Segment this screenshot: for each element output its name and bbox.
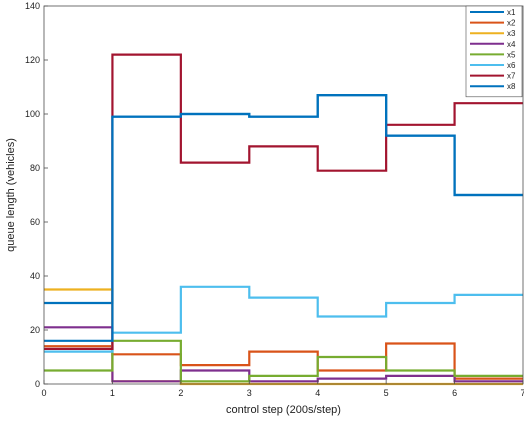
x-axis-label: control step (200s/step) [226, 404, 341, 416]
y-tick-label: 100 [25, 109, 40, 119]
x-tick-label: 1 [110, 388, 115, 398]
legend-label-x1: x1 [507, 8, 516, 17]
x-tick-label: 3 [247, 388, 252, 398]
x-tick-label: 0 [41, 388, 46, 398]
y-tick-label: 140 [25, 1, 40, 11]
x-tick-label: 2 [178, 388, 183, 398]
series-line-x4 [44, 326, 523, 383]
legend-label-x3: x3 [507, 29, 516, 38]
y-tick-label: 20 [30, 325, 40, 335]
y-axis: 0 20 40 60 80 100 120 140 [25, 1, 48, 389]
plot-area [44, 53, 523, 386]
legend-label-x6: x6 [507, 61, 516, 70]
legend-box [465, 5, 523, 98]
series-line-x6 [44, 285, 523, 353]
y-tick-label: 0 [35, 379, 40, 389]
x-tick-label: 4 [315, 388, 320, 398]
legend-label-x8: x8 [507, 82, 516, 91]
y-axis-label: queue length (vehicles) [5, 138, 17, 252]
legend-label-x5: x5 [507, 50, 516, 59]
y-tick-label: 80 [30, 163, 40, 173]
plot-frame [43, 5, 524, 385]
x-axis: 0 1 2 3 4 5 6 7 [41, 380, 524, 398]
series-line-x1 [44, 94, 523, 305]
series-line-x5 [44, 339, 523, 383]
y-tick-label: 40 [30, 271, 40, 281]
series-line-x7 [44, 53, 523, 350]
x-tick-label: 6 [452, 388, 457, 398]
y-tick-label: 60 [30, 217, 40, 227]
series-line-x8 [44, 94, 523, 342]
series-line-x2 [44, 342, 523, 380]
legend-label-x4: x4 [507, 40, 516, 49]
x-tick-label: 7 [520, 388, 524, 398]
legend-label-x7: x7 [507, 72, 516, 81]
x-tick-label: 5 [384, 388, 389, 398]
legend-label-x2: x2 [507, 19, 516, 28]
y-tick-label: 120 [25, 55, 40, 65]
